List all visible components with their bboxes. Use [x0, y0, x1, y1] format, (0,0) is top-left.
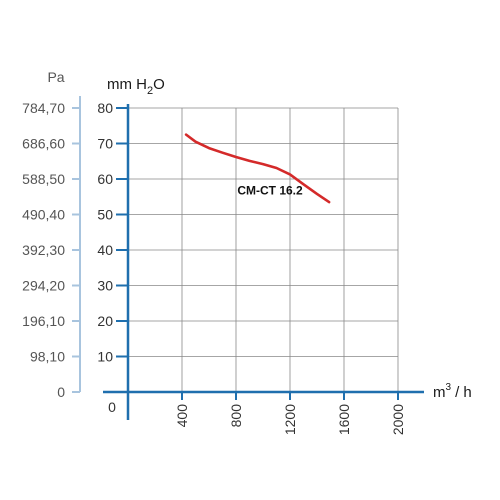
x-axis-unit: m3/ h: [433, 382, 472, 401]
y-tick-label: 20: [97, 313, 113, 329]
series-line: [184, 133, 331, 204]
series: CM-CT 16.2: [184, 133, 331, 204]
pa-tick-label: 490,40: [22, 207, 65, 223]
y-tick-label: 80: [97, 100, 113, 116]
grid: [128, 107, 399, 392]
pa-tick-label: 686,60: [22, 136, 65, 152]
y-tick-label: 40: [97, 242, 113, 258]
pa-scale: 0 98,10 196,10 294,20 392,30 490,40 588,50 686,…: [22, 96, 81, 400]
y-tick-label: 70: [97, 136, 113, 152]
x-tick-label: 400: [174, 404, 190, 428]
y-tick-label: 10: [97, 349, 113, 365]
pa-tick-label: 98,10: [30, 349, 65, 365]
x-tick-label: 1600: [336, 404, 352, 435]
series-label: CM-CT 16.2: [237, 184, 303, 198]
pa-unit-label: Pa: [47, 69, 64, 85]
pa-tick-label: 392,30: [22, 242, 65, 258]
pa-tick-label: 196,10: [22, 313, 65, 329]
ticks: 10 20 30 40 50 60 70 80 400 800 1200 1600 2000: [97, 100, 406, 435]
pa-tick-label: 784,70: [22, 100, 65, 116]
x-tick-label: 1200: [282, 404, 298, 435]
y-tick-label: 30: [97, 278, 113, 294]
y-tick-label: 60: [97, 171, 113, 187]
y-tick-label: 50: [97, 207, 113, 223]
x-tick-label: 2000: [390, 404, 406, 435]
pa-tick-label: 0: [57, 384, 65, 400]
pa-tick-label: 294,20: [22, 278, 65, 294]
x-origin-label: 0: [108, 399, 116, 415]
x-tick-label: 800: [228, 404, 244, 428]
pa-tick-label: 588,50: [22, 171, 65, 187]
axes: [103, 104, 424, 420]
y-axis-unit: mm H2O: [107, 76, 165, 97]
